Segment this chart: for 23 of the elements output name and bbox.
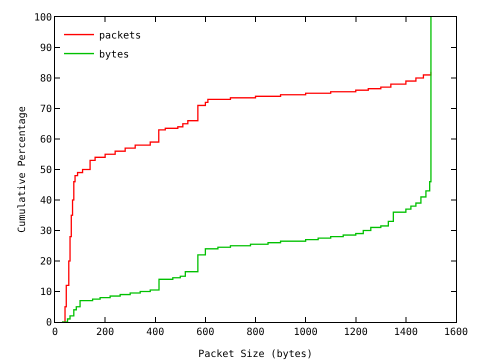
- y-axis-title: Cumulative Percentage: [17, 106, 28, 233]
- y-tick-label: 50: [40, 165, 52, 176]
- x-tick-label: 1000: [294, 327, 318, 338]
- y-tick-label: 60: [40, 134, 52, 146]
- x-axis-title: Packet Size (bytes): [198, 349, 313, 360]
- x-tick-label: 600: [196, 327, 214, 338]
- y-tick-label: 100: [34, 12, 52, 24]
- legend-label: packets: [99, 30, 142, 42]
- y-tick-label: 80: [40, 74, 52, 84]
- y-tick-label: 40: [40, 196, 52, 206]
- x-tick-label: 200: [96, 327, 114, 338]
- y-tick-label: 90: [40, 43, 52, 54]
- y-tick-label: 0: [46, 318, 52, 328]
- x-tick-label: 400: [146, 327, 164, 338]
- x-tick-label: 800: [246, 327, 265, 338]
- y-tick-label: 30: [40, 226, 52, 237]
- legend-label: bytes: [99, 49, 130, 60]
- y-tick-label: 70: [40, 104, 52, 115]
- x-tick-label: 1200: [344, 327, 368, 338]
- x-tick-label: 1400: [394, 327, 418, 338]
- y-tick-label: 10: [40, 287, 52, 298]
- x-tick-label: 1600: [444, 327, 468, 338]
- y-tick-label: 20: [40, 256, 52, 268]
